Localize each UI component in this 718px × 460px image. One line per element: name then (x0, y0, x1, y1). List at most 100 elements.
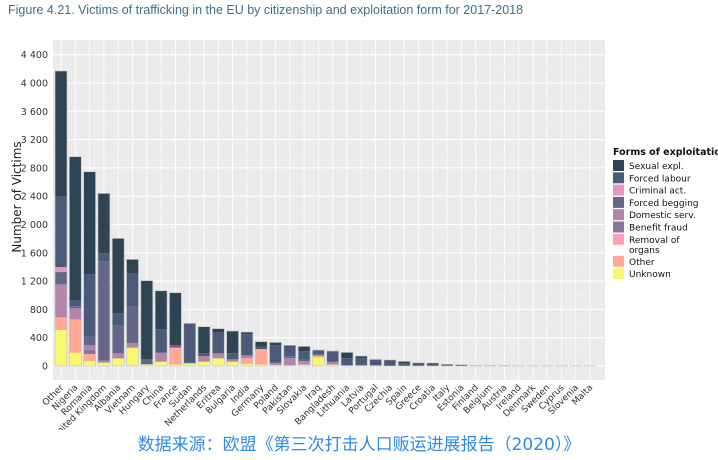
bar-segment (198, 361, 210, 366)
bar-stack-united-kingdom (97, 193, 111, 367)
bar-segment (83, 345, 96, 350)
figure-title: Figure 4.21. Victims of trafficking in t… (8, 3, 524, 17)
bar-segment (312, 356, 325, 358)
bar-segment (412, 363, 425, 366)
bar-stack-other (54, 70, 68, 367)
bar-segment (226, 359, 239, 362)
legend-label: Removal of (629, 236, 680, 246)
bar-segment (269, 342, 282, 346)
bar-segment (83, 336, 96, 346)
bar-segment (326, 351, 339, 352)
bar-segment (169, 292, 182, 345)
legend-label: Other (629, 258, 655, 268)
bar-stack-czechia (383, 359, 397, 367)
bar-outline (440, 363, 454, 367)
bar-segment (97, 253, 110, 262)
bar-segment (269, 364, 282, 366)
bar-segment (83, 274, 96, 337)
bar-segment (183, 363, 196, 366)
bar-outline (169, 292, 182, 367)
bar-segment (383, 359, 396, 362)
bar-segment (55, 317, 67, 330)
bar-outline (269, 342, 282, 367)
bar-segment (312, 350, 325, 355)
bar-segment (355, 356, 368, 359)
bars (54, 70, 597, 367)
bar-segment (240, 363, 253, 366)
bar-segment (312, 357, 325, 366)
bar-segment (283, 365, 296, 366)
bar-stack-netherlands (197, 326, 211, 367)
bar-stack-nigeria (68, 156, 82, 367)
bar-outline (455, 364, 468, 367)
bar-segment (341, 358, 353, 366)
bar-outline (354, 355, 368, 367)
bar-outline (68, 156, 82, 367)
bar-segment (269, 362, 282, 365)
legend-swatch (613, 160, 624, 171)
bar-segment (112, 358, 125, 366)
bar-segment (198, 356, 210, 362)
legend-label: Criminal act. (629, 187, 686, 197)
bar-outline (183, 322, 197, 367)
bar-stack-china (154, 290, 168, 367)
legend-label: Unknown (629, 270, 671, 280)
bar-segment (140, 358, 153, 365)
bar-outline (326, 350, 340, 367)
bar-segment (283, 345, 296, 347)
y-axis-label: Number of Victims (10, 141, 24, 252)
bar-stack-romania (83, 171, 96, 367)
bar-stack-india (240, 331, 254, 367)
bar-segment (426, 364, 439, 366)
bar-stack-portugal (369, 358, 382, 367)
bar-segment (283, 356, 296, 359)
bar-segment (255, 364, 268, 366)
y-tick-label: 0 (42, 362, 48, 373)
bar-stack-bulgaria (226, 330, 239, 367)
bar-outline (412, 362, 425, 367)
bar-segment (326, 351, 339, 362)
bar-segment (398, 361, 411, 364)
bar-segment (55, 267, 67, 273)
bar-segment (126, 259, 139, 274)
bar-stack-belgium (483, 364, 497, 367)
bar-segment (155, 352, 168, 362)
bar-stack-italy (440, 363, 454, 367)
bar-segment (198, 353, 210, 357)
bar-segment (240, 332, 253, 335)
bar-segment (183, 362, 196, 364)
bar-segment (169, 344, 182, 348)
bar-segment (126, 306, 139, 344)
bar-segment (383, 361, 396, 366)
y-tick-label: 2 400 (21, 192, 48, 203)
bar-outline (54, 70, 68, 367)
bar-segment (441, 365, 454, 366)
legend-swatch (613, 209, 624, 221)
bar-segment (341, 365, 353, 366)
bar-stack-poland (269, 342, 282, 367)
bar-segment (226, 353, 239, 360)
bar-segment (183, 323, 196, 363)
bar-outline (83, 171, 96, 367)
bar-segment (169, 364, 182, 366)
bar-outline (469, 364, 483, 367)
bar-segment (55, 272, 67, 285)
bar-stack-bangladesh (326, 350, 340, 367)
bar-segment (97, 261, 110, 361)
bar-segment (226, 361, 239, 366)
bar-stack-france (169, 292, 182, 367)
bar-segment (169, 347, 182, 365)
bar-segment (212, 328, 225, 333)
bar-segment (226, 330, 239, 354)
legend: Forms of exploitation Sexual expl. Forced… (613, 147, 718, 280)
bar-outline (340, 351, 354, 367)
bar-segment (341, 352, 353, 359)
legend-label: organs (629, 246, 660, 256)
legend-swatch (613, 233, 624, 245)
y-tick-label: 400 (30, 333, 48, 344)
legend-swatch (613, 221, 624, 233)
bar-segment (369, 365, 382, 366)
bar-stack-germany (254, 341, 268, 367)
legend-label: Benefit fraud (629, 224, 688, 234)
bar-segment (212, 332, 225, 354)
